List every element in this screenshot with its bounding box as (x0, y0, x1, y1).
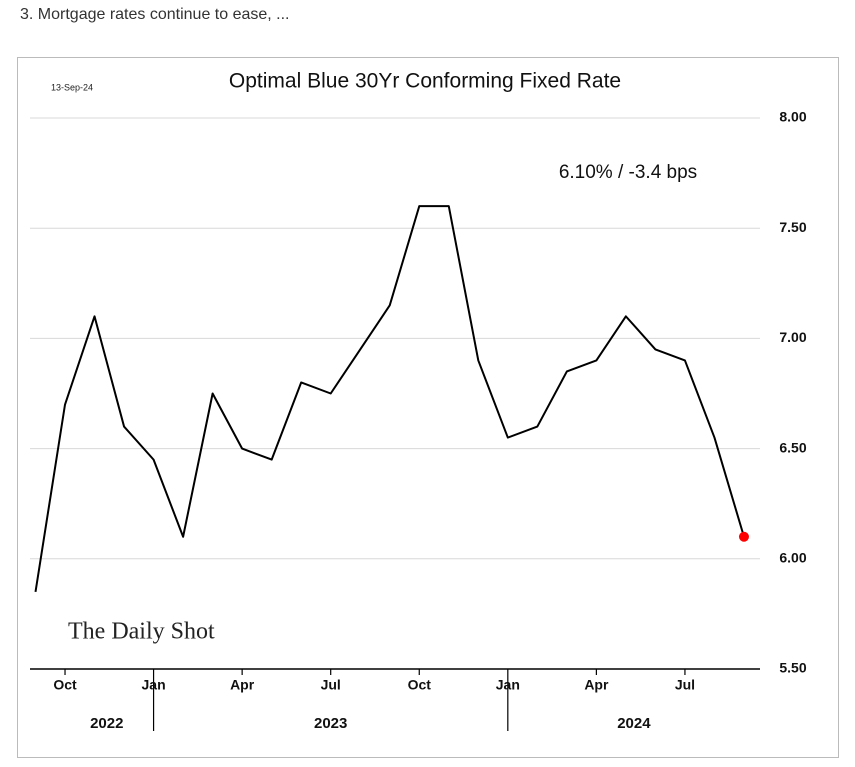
last-point (738, 531, 749, 542)
chart-frame (17, 57, 839, 758)
x-tick-label: Jul (321, 677, 341, 693)
annotation: 6.10% / -3.4 bps (559, 162, 697, 183)
x-tick-label: Apr (584, 677, 609, 693)
y-tick-label: 6.00 (779, 550, 806, 566)
x-tick-label: Apr (230, 677, 255, 693)
y-tick-label: 6.50 (779, 439, 806, 455)
y-tick-label: 7.50 (779, 219, 806, 235)
y-tick-label: 8.00 (779, 109, 806, 125)
year-label: 2022 (90, 715, 123, 732)
y-tick-label: 5.50 (779, 660, 806, 676)
header: 3. Mortgage rates continue to ease, ... (20, 6, 290, 23)
year-label: 2023 (314, 715, 347, 732)
chart-title: Optimal Blue 30Yr Conforming Fixed Rate (229, 70, 621, 93)
x-tick-label: Jul (675, 677, 695, 693)
line (34, 205, 745, 593)
source-logo: The Daily Shot (68, 619, 215, 645)
x-tick-label: Oct (408, 677, 432, 693)
date-label: 13-Sep-24 (51, 82, 93, 92)
x-tick-label: Jan (142, 677, 166, 693)
year-label: 2024 (617, 715, 651, 732)
x-tick-label: Oct (53, 677, 77, 693)
x-tick-label: Jan (496, 677, 520, 693)
y-tick-label: 7.00 (779, 329, 806, 345)
